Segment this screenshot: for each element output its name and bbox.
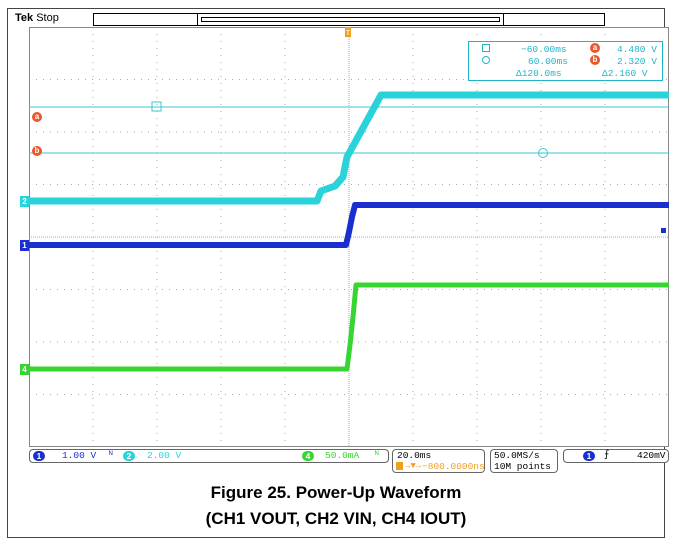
ch4-ground-marker[interactable]: 4 bbox=[20, 364, 29, 375]
ch1-bandwidth-icon: ᴺ bbox=[108, 450, 114, 460]
record-view-window[interactable] bbox=[197, 13, 504, 26]
trigger-delay: −800.0000ns bbox=[422, 461, 485, 472]
ch4-ground-marker-label: 4 bbox=[22, 365, 27, 374]
ch1-badge[interactable]: 1 bbox=[33, 451, 45, 461]
cursor-a-time: −60.00ms bbox=[521, 44, 567, 55]
record-view-inner bbox=[201, 17, 500, 22]
cursor-b-value: 2.320 V bbox=[617, 56, 657, 67]
ch4-badge[interactable]: 4 bbox=[302, 451, 314, 461]
ch4-bandwidth-icon: ᴺ bbox=[374, 450, 380, 460]
ch2-scale[interactable]: 2.00 V bbox=[147, 450, 182, 461]
ch2-ground-marker[interactable]: 2 bbox=[20, 196, 29, 207]
circle-cursor-icon bbox=[482, 56, 490, 64]
acquisition-panel: 50.0MS/s 10M points bbox=[490, 449, 558, 473]
cursor-b-badge: b bbox=[590, 55, 600, 65]
ch2-vin-trace bbox=[29, 91, 669, 205]
brand-label: Tek bbox=[15, 12, 34, 24]
ch1-ground-marker-label: 1 bbox=[22, 241, 27, 250]
rising-edge-icon: ⨍ bbox=[604, 450, 610, 461]
cursor-delta-value: Δ2.160 V bbox=[602, 68, 648, 79]
cursor-a-square-marker bbox=[151, 101, 162, 112]
cursor-readout-row-b: 60.00ms b 2.320 V bbox=[469, 55, 662, 68]
figure-caption-title: Figure 25. Power-Up Waveform bbox=[210, 483, 462, 502]
cursor-a-marker[interactable]: a bbox=[32, 106, 42, 124]
cursor-a-value: 4.480 V bbox=[617, 44, 657, 55]
ch1-scale[interactable]: 1.00 V bbox=[62, 450, 97, 461]
delay-arrow-icon: →▼→ bbox=[405, 461, 422, 471]
trigger-position-glyph: T bbox=[346, 30, 350, 38]
ch1-ground-marker[interactable]: 1 bbox=[20, 240, 29, 251]
cursor-readout-row-delta: Δ120.0ms Δ2.160 V bbox=[469, 68, 662, 80]
timebase-panel[interactable]: 20.0ms →▼→ −800.0000ns bbox=[392, 449, 485, 473]
scope-status-label: Tek Stop bbox=[15, 12, 59, 24]
cursor-delta-time: Δ120.0ms bbox=[516, 68, 562, 79]
trigger-position-marker[interactable]: T bbox=[345, 27, 351, 38]
cursor-readout: −60.00ms a 4.480 V 60.00ms b 2.320 V Δ12… bbox=[468, 41, 663, 81]
figure-caption-subtitle: (CH1 VOUT, CH2 VIN, CH4 IOUT) bbox=[205, 509, 467, 528]
ch2-ground-marker-label: 2 bbox=[22, 197, 27, 206]
cursor-a-marker-label: a bbox=[32, 112, 42, 122]
channel-scale-panel: 1 1.00 V ᴺ 2 2.00 V 4 50.0mA ᴺ bbox=[29, 449, 389, 463]
timebase-value: 20.0ms bbox=[397, 450, 432, 461]
cursor-b-time: 60.00ms bbox=[528, 56, 568, 67]
status-bar: 1 1.00 V ᴺ 2 2.00 V 4 50.0mA ᴺ 20.0ms →▼… bbox=[29, 447, 669, 473]
graticule: T bbox=[29, 27, 669, 447]
cursor-a-badge: a bbox=[590, 43, 600, 53]
trigger-panel[interactable]: 1 ⨍ 420mV bbox=[563, 449, 669, 463]
ch4-scale[interactable]: 50.0mA bbox=[325, 450, 360, 461]
cursor-b-marker-label: b bbox=[32, 146, 42, 156]
acquisition-status: Stop bbox=[36, 12, 59, 24]
square-cursor-icon bbox=[482, 44, 490, 52]
ch1-offset-indicator bbox=[661, 228, 666, 233]
record-length: 10M points bbox=[494, 461, 552, 472]
cursor-b-marker[interactable]: b bbox=[32, 140, 42, 158]
cursor-readout-row-a: −60.00ms a 4.480 V bbox=[469, 43, 662, 56]
ch1-vout-trace bbox=[29, 202, 669, 248]
ch2-badge[interactable]: 2 bbox=[123, 451, 135, 461]
trigger-source-badge: 1 bbox=[583, 451, 595, 461]
ch4-iout-trace bbox=[29, 282, 669, 372]
trigger-level: 420mV bbox=[637, 450, 666, 461]
sample-rate: 50.0MS/s bbox=[494, 450, 540, 461]
trigger-delay-icon bbox=[396, 462, 403, 470]
cursor-b-circle-marker bbox=[538, 148, 548, 158]
